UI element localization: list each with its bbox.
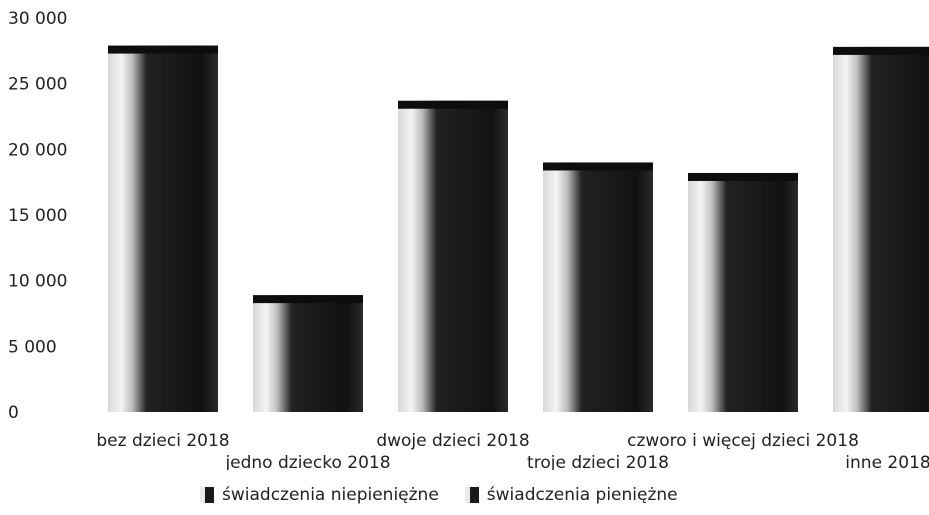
y-tick-label: 20 000 [8,140,67,160]
bar-pieniezne [833,46,929,412]
bar-pieniezne [543,162,653,412]
legend-label: świadczenia niepieniężne [222,485,439,505]
legend-label: świadczenia pieniężne [486,485,678,505]
x-tick-label: inne 2018 [845,453,929,470]
y-axis: 0 5 000 10 000 15 000 20 000 25 000 30 000 [8,9,67,423]
y-tick-label: 15 000 [8,206,67,226]
y-tick-label: 10 000 [8,272,67,292]
bar-top-cap [688,172,798,181]
y-tick-label: 0 [8,403,19,423]
bars [108,45,929,413]
y-tick-label: 25 000 [8,75,67,95]
x-axis-labels: bez dzieci 2018 jedno dziecko 2018 dwoje d… [96,431,929,470]
bar-pieniezne [108,45,218,413]
legend-item-niepieniezne: świadczenia niepieniężne [200,485,439,505]
legend: świadczenia niepieniężne świadczenia pie… [200,485,678,505]
x-tick-label: dwoje dzieci 2018 [376,431,529,451]
bar-top-cap [253,295,363,304]
bar-top-cap [398,100,508,109]
bar-pieniezne [253,295,363,412]
bar-pieniezne [688,172,798,412]
legend-swatch [200,487,214,503]
bar-top-cap [108,45,218,54]
x-tick-label: czworo i więcej dzieci 2018 [627,431,859,451]
bar-chart: 0 5 000 10 000 15 000 20 000 25 000 30 000 bez… [8,9,929,470]
bar-top-cap [833,46,929,55]
legend-item-pieniezne: świadczenia pieniężne [464,485,678,505]
x-tick-label: bez dzieci 2018 [96,431,229,451]
bar-pieniezne [398,100,508,413]
x-tick-label: jedno dziecko 2018 [224,453,390,470]
x-tick-label: troje dzieci 2018 [527,453,669,470]
y-tick-label: 5 000 [8,337,57,357]
y-tick-label: 30 000 [8,9,67,29]
bar-top-cap [543,162,653,171]
legend-swatch [464,487,479,503]
